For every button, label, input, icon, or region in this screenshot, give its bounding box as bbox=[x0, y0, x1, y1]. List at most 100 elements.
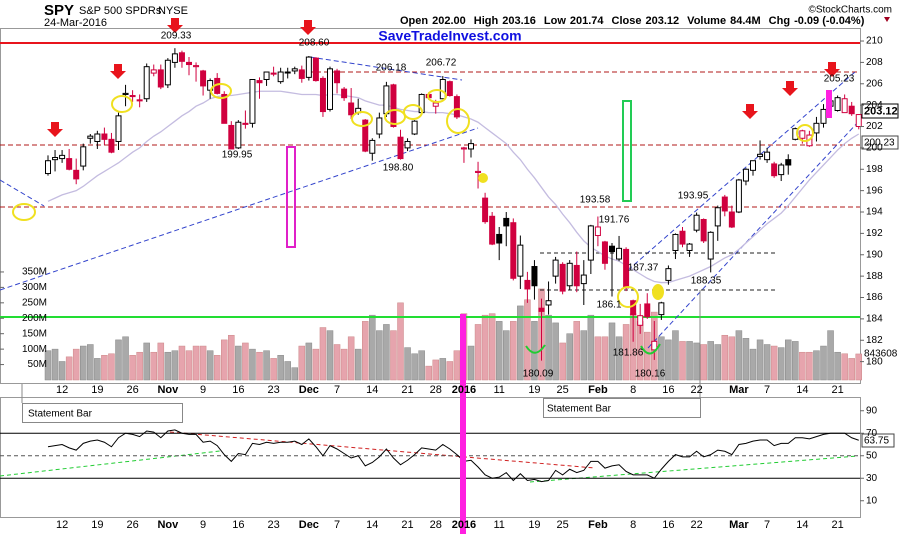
circle-marker bbox=[617, 286, 639, 308]
candle-body bbox=[186, 61, 192, 66]
price-label: 209.33 bbox=[161, 31, 192, 42]
x-tick-label: 8 bbox=[630, 384, 636, 396]
circle-marker bbox=[427, 89, 447, 103]
y-tick-label: 192 bbox=[866, 228, 883, 239]
volume-bar bbox=[658, 336, 665, 381]
candle-body bbox=[735, 179, 742, 213]
x-tick-label: 7 bbox=[764, 519, 770, 531]
volume-bar bbox=[601, 336, 609, 381]
volume-bar bbox=[51, 348, 59, 381]
x-tick-label: 25 bbox=[557, 519, 569, 531]
x-tick-label: Nov bbox=[157, 384, 179, 396]
last-price-tag bbox=[861, 103, 899, 119]
volume-bar bbox=[136, 351, 143, 381]
candle-body bbox=[679, 230, 686, 245]
candle-body bbox=[665, 268, 672, 281]
x-tick-label: 19 bbox=[91, 519, 103, 531]
arrow-marker bbox=[824, 62, 840, 77]
candle-body bbox=[672, 233, 679, 251]
volume-bar bbox=[742, 338, 750, 381]
volume-bar bbox=[129, 355, 136, 381]
dot-marker bbox=[652, 284, 664, 300]
volume-bar bbox=[390, 330, 397, 381]
price-label: 205.23 bbox=[824, 74, 855, 85]
indicator-panel-frame bbox=[0, 397, 861, 518]
candle-body bbox=[658, 302, 665, 316]
highlight-box bbox=[622, 100, 632, 202]
candle-body bbox=[362, 119, 369, 152]
volume-bar bbox=[488, 313, 496, 381]
candle-body bbox=[707, 231, 714, 260]
markers: SaveTradeInvest.com bbox=[12, 18, 840, 355]
candle-body bbox=[193, 65, 200, 68]
volume-bar bbox=[404, 347, 411, 381]
volume-bar bbox=[714, 344, 721, 381]
y-tick-label: 208 bbox=[866, 57, 883, 68]
volume-bar bbox=[834, 351, 841, 381]
candle-body bbox=[164, 59, 171, 86]
volume-bar bbox=[235, 345, 242, 381]
volume-bar bbox=[58, 361, 66, 381]
candle-body bbox=[764, 151, 771, 161]
volume-tick-label: 200M bbox=[22, 313, 47, 324]
volume-bar bbox=[495, 321, 503, 381]
indicator-layer bbox=[0, 429, 860, 483]
arrow-marker bbox=[742, 104, 758, 119]
smile-marker bbox=[640, 343, 661, 355]
volume-bar bbox=[326, 330, 334, 381]
x-tick-label: 14 bbox=[366, 384, 378, 396]
y-tick-label: 182 bbox=[866, 335, 883, 346]
x-tick-label: 19 bbox=[528, 384, 540, 396]
volume-bar bbox=[763, 344, 771, 381]
x-tick-label: 23 bbox=[267, 384, 279, 396]
volume-bar bbox=[644, 331, 651, 381]
volume-bar bbox=[150, 351, 157, 381]
candle-body bbox=[651, 340, 658, 351]
candle-body bbox=[129, 95, 136, 98]
indicator-tick-label: 10 bbox=[866, 495, 878, 506]
volume-bar bbox=[792, 341, 799, 381]
volume-bar bbox=[432, 359, 439, 381]
indicator-tick-label: 90 bbox=[866, 405, 878, 416]
x-tick-label: 16 bbox=[662, 384, 674, 396]
quote-value: 201.74 bbox=[570, 15, 605, 27]
price-label: 191.76 bbox=[599, 215, 630, 226]
candle-body bbox=[594, 226, 601, 237]
candle-body bbox=[700, 218, 707, 242]
candle-body bbox=[383, 85, 390, 115]
y-tick-label: 198 bbox=[866, 164, 883, 175]
x-tick-label: 21 bbox=[401, 519, 413, 531]
circle-marker bbox=[796, 124, 814, 142]
candle-body bbox=[108, 138, 115, 153]
quote-label: Volume bbox=[687, 15, 726, 27]
candle-body bbox=[460, 147, 467, 150]
security-name: S&P 500 SPDRs bbox=[79, 5, 162, 17]
symbol: SPY bbox=[44, 2, 74, 19]
price-label: 188.35 bbox=[691, 276, 722, 287]
quote-label: Low bbox=[544, 15, 566, 27]
x-tick-label: 16 bbox=[232, 384, 244, 396]
candle-body bbox=[531, 266, 538, 287]
price-label: 186.1 bbox=[596, 300, 621, 311]
volume-bar bbox=[340, 348, 348, 381]
volume-bar bbox=[411, 353, 418, 381]
y-tick-label: 200 bbox=[866, 143, 883, 154]
volume-bar bbox=[799, 351, 806, 381]
volume-bar bbox=[298, 345, 306, 381]
volume-bar bbox=[291, 367, 298, 381]
candle-body bbox=[411, 120, 418, 135]
statement-bar bbox=[460, 314, 466, 534]
volume-bar bbox=[249, 348, 256, 381]
candle-body bbox=[453, 96, 460, 118]
volume-bar bbox=[735, 330, 743, 381]
x-tick-label: 21 bbox=[831, 384, 843, 396]
trendline bbox=[0, 179, 45, 207]
volume-bar bbox=[453, 350, 461, 381]
volume-bar bbox=[848, 358, 855, 381]
x-tick-label: 9 bbox=[200, 519, 206, 531]
quote-bar: Open 202.00 High 203.16 Low 201.74 Close 203.12… bbox=[400, 15, 865, 27]
volume-bar bbox=[157, 342, 165, 381]
candle-body bbox=[693, 214, 700, 231]
